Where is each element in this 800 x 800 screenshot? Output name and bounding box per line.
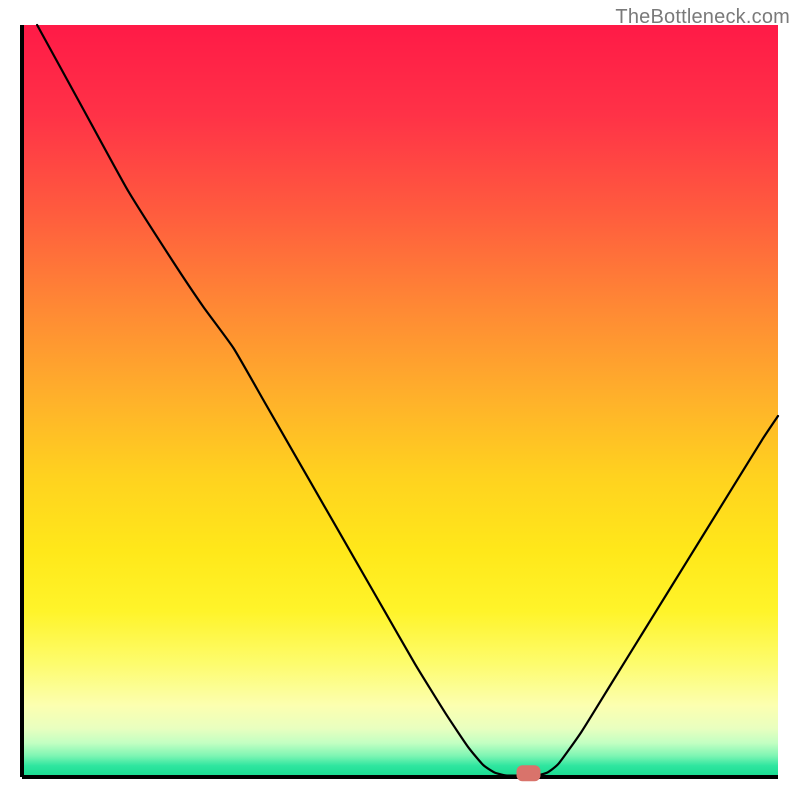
watermark-label: TheBottleneck.com [615,6,790,29]
chart-svg [0,0,800,800]
optimum-marker [517,765,541,781]
bottleneck-chart: TheBottleneck.com [0,0,800,800]
gradient-background [22,25,778,777]
